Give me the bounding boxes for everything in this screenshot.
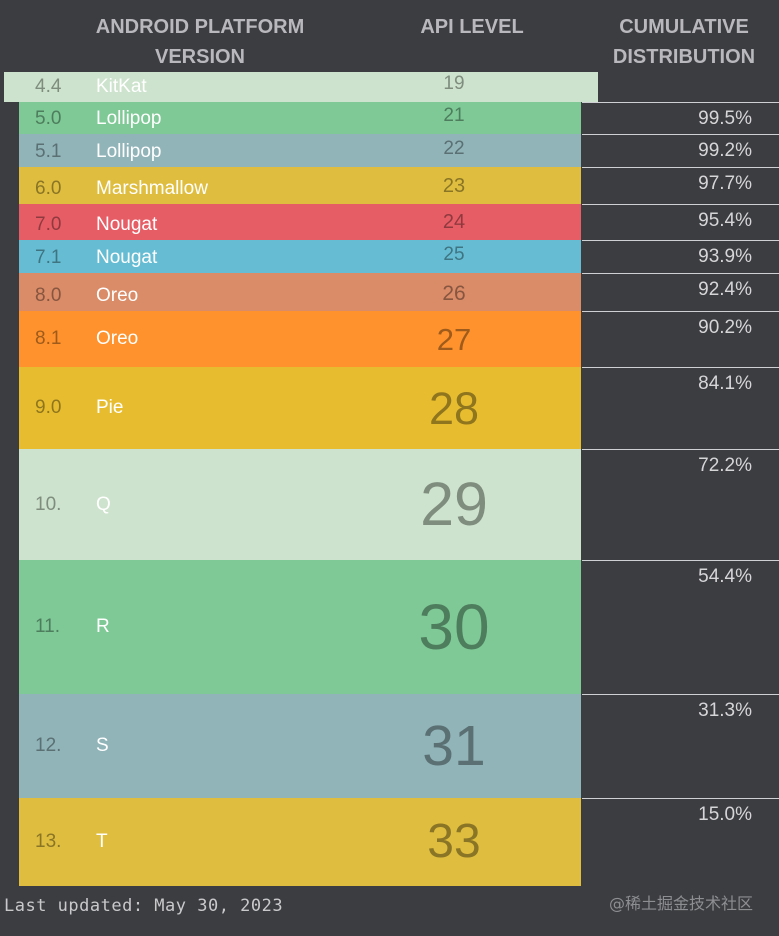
- bar-api-23: [19, 167, 581, 204]
- version-label: 5.1: [35, 141, 62, 162]
- codename-label: Oreo: [96, 328, 139, 349]
- version-label: 9.0: [35, 397, 62, 418]
- version-label: 12.: [35, 735, 62, 756]
- row-separator: [582, 134, 779, 135]
- cumulative-value: 54.4%: [698, 566, 752, 587]
- row-separator: [582, 167, 779, 168]
- cumulative-value: 99.5%: [698, 108, 752, 129]
- codename-label: Nougat: [96, 214, 158, 235]
- version-label: 7.0: [35, 214, 62, 235]
- row-separator: [582, 449, 779, 450]
- api-level-value: 28: [428, 382, 480, 434]
- codename-label: Q: [96, 493, 111, 515]
- bar-api-26: [19, 273, 581, 311]
- api-level-value: 31: [422, 713, 486, 778]
- bar-api-24: [19, 204, 581, 240]
- row-separator: [582, 273, 779, 274]
- bar-api-21: [19, 102, 581, 134]
- api-level-value: 25: [443, 244, 465, 265]
- api-level-value: 19: [443, 73, 465, 94]
- api-level-value: 29: [420, 470, 488, 538]
- api-level-value: 27: [436, 321, 472, 357]
- cumulative-value: 99.2%: [698, 140, 752, 161]
- codename-label: Marshmallow: [96, 178, 208, 199]
- watermark: @稀土掘金技术社区: [608, 894, 753, 913]
- row-separator: [582, 204, 779, 205]
- api-level-value: 30: [418, 591, 490, 663]
- header-platform-version: ANDROID PLATFORM VERSION: [95, 16, 305, 68]
- row-separator: [582, 240, 779, 241]
- cumulative-value: 92.4%: [698, 279, 752, 300]
- bar-api-30: [19, 560, 581, 694]
- row-separator: [582, 798, 779, 799]
- cumulative-value: 31.3%: [698, 700, 752, 721]
- codename-label: Lollipop: [96, 141, 162, 162]
- cumulative-value: 90.2%: [698, 317, 752, 338]
- cumulative-value: 84.1%: [698, 373, 752, 394]
- api-level-value: 33: [427, 815, 481, 868]
- bar-api-31: [19, 694, 581, 798]
- bar-api-25: [19, 240, 581, 273]
- codename-label: Oreo: [96, 285, 139, 306]
- codename-label: R: [96, 616, 110, 637]
- cumulative-value: 97.7%: [698, 173, 752, 194]
- api-level-value: 23: [442, 175, 466, 197]
- codename-label: Pie: [96, 397, 124, 418]
- cumulative-value: 95.4%: [698, 210, 752, 231]
- version-label: 10.: [35, 493, 62, 515]
- codename-label: Lollipop: [96, 108, 162, 129]
- row-separator: [582, 560, 779, 561]
- bar-api-33: [19, 798, 581, 886]
- codename-label: S: [96, 735, 109, 756]
- cumulative-value: 15.0%: [698, 804, 752, 825]
- header-api-level: API LEVEL: [420, 16, 524, 38]
- row-separator: [582, 367, 779, 368]
- bar-api-29: [19, 449, 581, 560]
- bar-api-28: [19, 367, 581, 449]
- codename-label: KitKat: [96, 76, 147, 97]
- version-label: 5.0: [35, 108, 62, 129]
- api-level-value: 21: [443, 105, 465, 126]
- row-separator: [582, 102, 779, 103]
- cumulative-value: 72.2%: [698, 455, 752, 476]
- codename-label: T: [96, 831, 108, 852]
- bar-api-22: [19, 134, 581, 167]
- bar-api-19: [4, 72, 598, 102]
- codename-label: Nougat: [96, 247, 158, 268]
- api-level-value: 24: [442, 211, 466, 233]
- version-label: 7.1: [35, 247, 62, 268]
- row-separator: [582, 694, 779, 695]
- api-level-value: 26: [442, 282, 466, 305]
- version-label: 13.: [35, 831, 62, 852]
- api-level-value: 22: [443, 138, 465, 159]
- last-updated-label: Last updated: May 30, 2023: [4, 896, 284, 916]
- bar-api-27: [19, 311, 581, 367]
- row-separator: [582, 311, 779, 312]
- version-label: 8.0: [35, 285, 62, 306]
- version-label: 11.: [35, 616, 61, 637]
- header-cumulative-distribution: CUMULATIVE DISTRIBUTION: [612, 16, 756, 68]
- version-label: 4.4: [35, 76, 62, 97]
- version-label: 8.1: [35, 328, 62, 349]
- cumulative-value: 93.9%: [698, 246, 752, 267]
- version-label: 6.0: [35, 178, 62, 199]
